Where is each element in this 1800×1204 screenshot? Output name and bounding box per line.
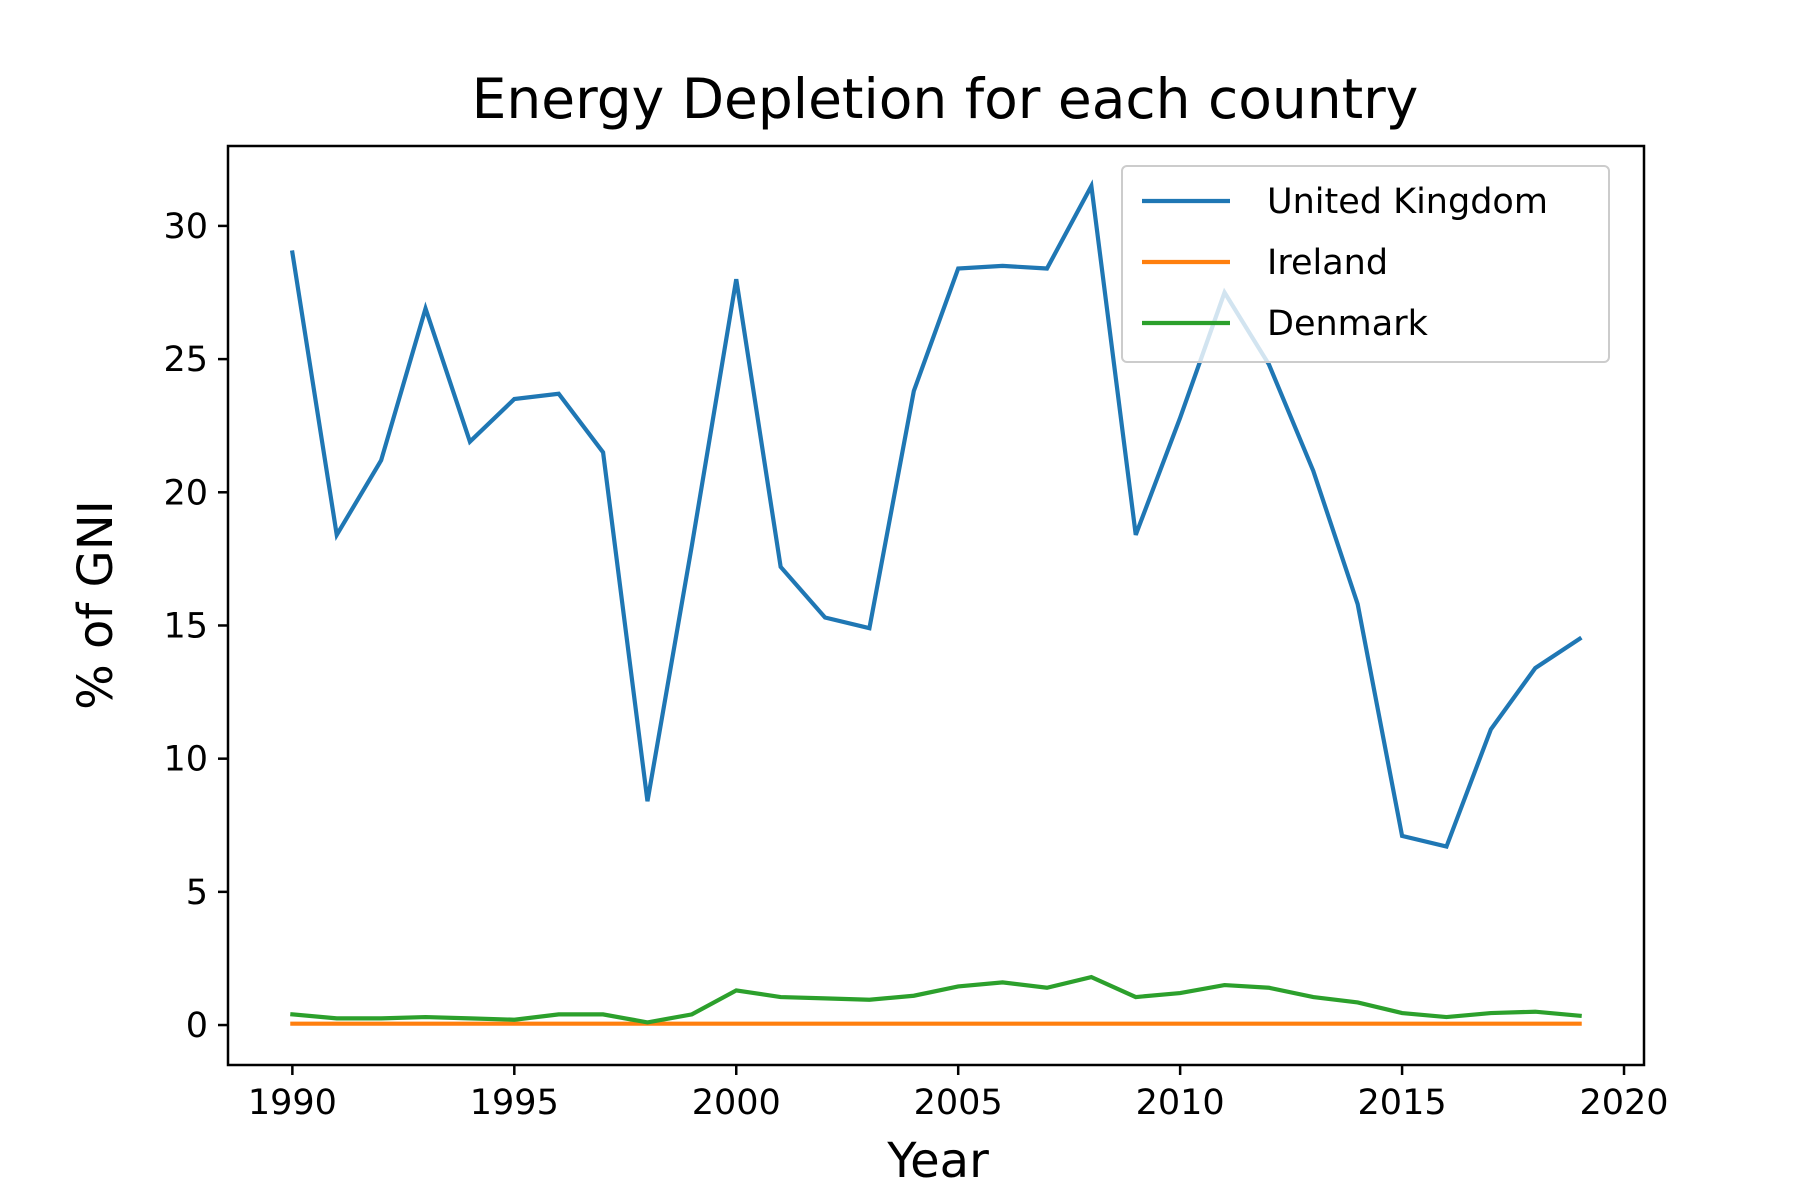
legend-label-united-kingdom: United Kingdom bbox=[1267, 182, 1548, 222]
y-tick-label: 25 bbox=[163, 340, 208, 380]
y-tick-label: 0 bbox=[186, 1006, 208, 1046]
y-tick-label: 30 bbox=[163, 207, 208, 247]
x-tick-label: 2000 bbox=[692, 1083, 781, 1123]
y-axis-label: % of GNI bbox=[68, 500, 124, 710]
x-tick-label: 1990 bbox=[248, 1083, 337, 1123]
series-lines bbox=[289, 179, 1583, 1026]
legend-label-ireland: Ireland bbox=[1267, 243, 1388, 283]
legend-label-denmark: Denmark bbox=[1267, 304, 1429, 344]
x-tick-label: 2020 bbox=[1579, 1083, 1668, 1123]
y-tick-label: 10 bbox=[163, 740, 208, 780]
y-tick-label: 5 bbox=[186, 873, 208, 913]
series-line-united-kingdom bbox=[289, 179, 1583, 850]
axis-ticks: 1990 1995 2000 2005 2010 2015 2020 0 5 10 15 20 25 30 bbox=[163, 207, 1668, 1123]
legend: United Kingdom Ireland Denmark bbox=[1121, 165, 1610, 363]
chart-title: Energy Depletion for each country bbox=[472, 67, 1419, 131]
x-axis-label: Year bbox=[886, 1133, 989, 1189]
x-tick-label: 2005 bbox=[914, 1083, 1003, 1123]
plot-frame bbox=[226, 144, 1646, 1067]
y-tick-label: 15 bbox=[163, 606, 208, 646]
y-tick-label: 20 bbox=[163, 473, 208, 513]
series-line-denmark bbox=[290, 974, 1582, 1025]
x-tick-label: 2010 bbox=[1136, 1083, 1225, 1123]
x-tick-label: 2015 bbox=[1358, 1083, 1447, 1123]
x-tick-label: 1995 bbox=[470, 1083, 559, 1123]
legend-box bbox=[1121, 165, 1610, 363]
